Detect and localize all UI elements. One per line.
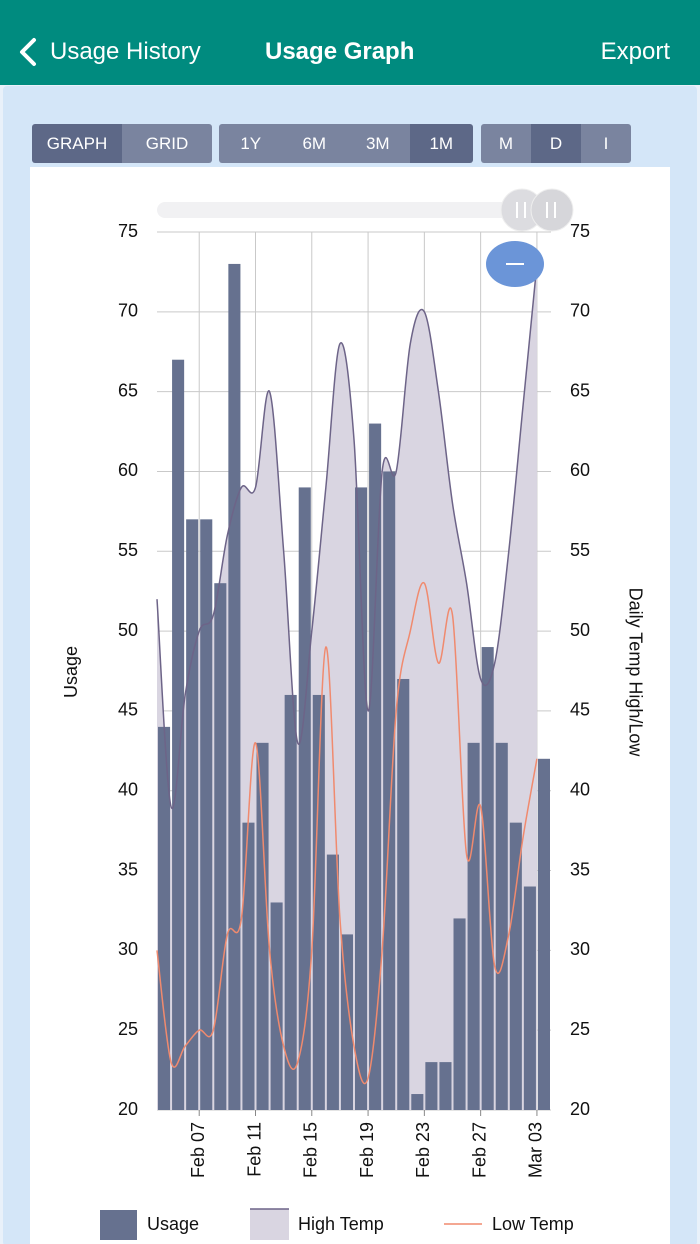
y-tick-label: 40 <box>118 779 138 799</box>
y-tick-label: 25 <box>118 1019 138 1039</box>
legend-swatch <box>250 1209 289 1240</box>
legend-label: High Temp <box>298 1214 384 1234</box>
x-tick-label: Feb 27 <box>469 1122 489 1178</box>
x-tick-label: Feb 19 <box>357 1122 377 1178</box>
y2-tick-label: 45 <box>570 700 590 720</box>
export-button[interactable]: Export <box>600 38 670 65</box>
bar <box>369 423 382 1111</box>
legend-label: Usage <box>147 1214 199 1234</box>
toggle-button[interactable]: M <box>481 124 531 163</box>
y2-tick-label: 50 <box>570 620 590 640</box>
bar <box>453 918 466 1110</box>
area-line <box>156 263 538 810</box>
bar <box>326 854 339 1110</box>
y-axis-title: Usage <box>61 646 81 698</box>
y-tick-label: 70 <box>118 301 138 321</box>
x-tick-label: Feb 07 <box>188 1122 208 1178</box>
toggle-button[interactable]: GRID <box>122 124 212 163</box>
back-chevron[interactable] <box>0 0 40 85</box>
y2-tick-label: 20 <box>570 1099 590 1119</box>
x-tick-label: Feb 23 <box>413 1122 433 1178</box>
y-tick-label: 60 <box>118 460 138 480</box>
y-tick-label: 20 <box>118 1099 138 1119</box>
bar <box>242 822 255 1110</box>
bar <box>383 471 396 1110</box>
toggle-button[interactable]: 1M <box>409 124 473 163</box>
bar <box>158 726 171 1110</box>
bar <box>298 487 311 1110</box>
y2-tick-label: 60 <box>570 460 590 480</box>
bar <box>439 1062 452 1110</box>
toggle-button[interactable]: GRAPH <box>32 124 122 163</box>
y-tick-label: 75 <box>118 221 138 241</box>
bar <box>200 519 213 1110</box>
bar <box>509 822 522 1110</box>
y-tick-label: 45 <box>118 700 138 720</box>
legend-swatch <box>100 1210 137 1240</box>
bar <box>172 359 185 1110</box>
bar <box>467 742 480 1110</box>
slider-handle[interactable] <box>530 188 574 232</box>
bar <box>256 742 269 1110</box>
bar <box>214 583 227 1110</box>
bar <box>228 263 241 1111</box>
y2-tick-label: 40 <box>570 779 590 799</box>
y-tick-label: 30 <box>118 939 138 959</box>
bar <box>411 1094 424 1110</box>
y-tick-label: 65 <box>118 380 138 400</box>
bar <box>425 1062 438 1110</box>
y2-axis-title: Daily Temp High/Low <box>625 588 645 758</box>
nav-bar: Usage History Usage Graph Export <box>0 0 700 85</box>
y-tick-label: 55 <box>118 540 138 560</box>
view-toggle: GRAPH GRID <box>32 124 212 163</box>
toggle-button[interactable]: 3M <box>346 124 410 163</box>
y2-tick-label: 35 <box>570 859 590 879</box>
page-title: Usage Graph <box>265 38 415 65</box>
y-tick-label: 35 <box>118 859 138 879</box>
x-tick-label: Feb 11 <box>244 1122 264 1177</box>
toggle-button[interactable]: I <box>581 124 631 163</box>
y2-tick-label: 70 <box>570 301 590 321</box>
bar <box>523 886 536 1110</box>
bar <box>537 758 550 1110</box>
line <box>156 582 538 1085</box>
bar <box>355 487 368 1110</box>
y2-tick-label: 55 <box>570 540 590 560</box>
plot-area: 20 25 30 35 40 45 50 55 60 65 70 75 20 25 30 35 40 45 50 55… <box>118 221 590 1178</box>
range-slider-track[interactable] <box>157 202 537 218</box>
toggle-button[interactable]: D <box>531 124 581 163</box>
x-tick-label: Feb 15 <box>301 1122 321 1178</box>
bar <box>495 742 508 1110</box>
y2-tick-label: 25 <box>570 1019 590 1039</box>
y2-tick-label: 75 <box>570 221 590 241</box>
bar <box>340 934 353 1110</box>
bar <box>397 678 410 1110</box>
toggle-button[interactable]: 1Y <box>219 124 283 163</box>
bar <box>312 694 325 1110</box>
handle-grip <box>516 202 556 218</box>
y2-tick-label: 30 <box>570 939 590 959</box>
back-button[interactable]: Usage History <box>50 38 201 65</box>
y2-tick-label: 65 <box>570 380 590 400</box>
toggle-button[interactable]: 6M <box>282 124 346 163</box>
y-tick-label: 50 <box>118 620 138 640</box>
bar <box>284 694 297 1110</box>
legend-label: Low Temp <box>492 1214 574 1234</box>
range-toggle: 1Y 6M 3M 1M <box>219 124 473 163</box>
x-tick-label: Mar 03 <box>526 1122 546 1178</box>
bar <box>186 519 199 1110</box>
